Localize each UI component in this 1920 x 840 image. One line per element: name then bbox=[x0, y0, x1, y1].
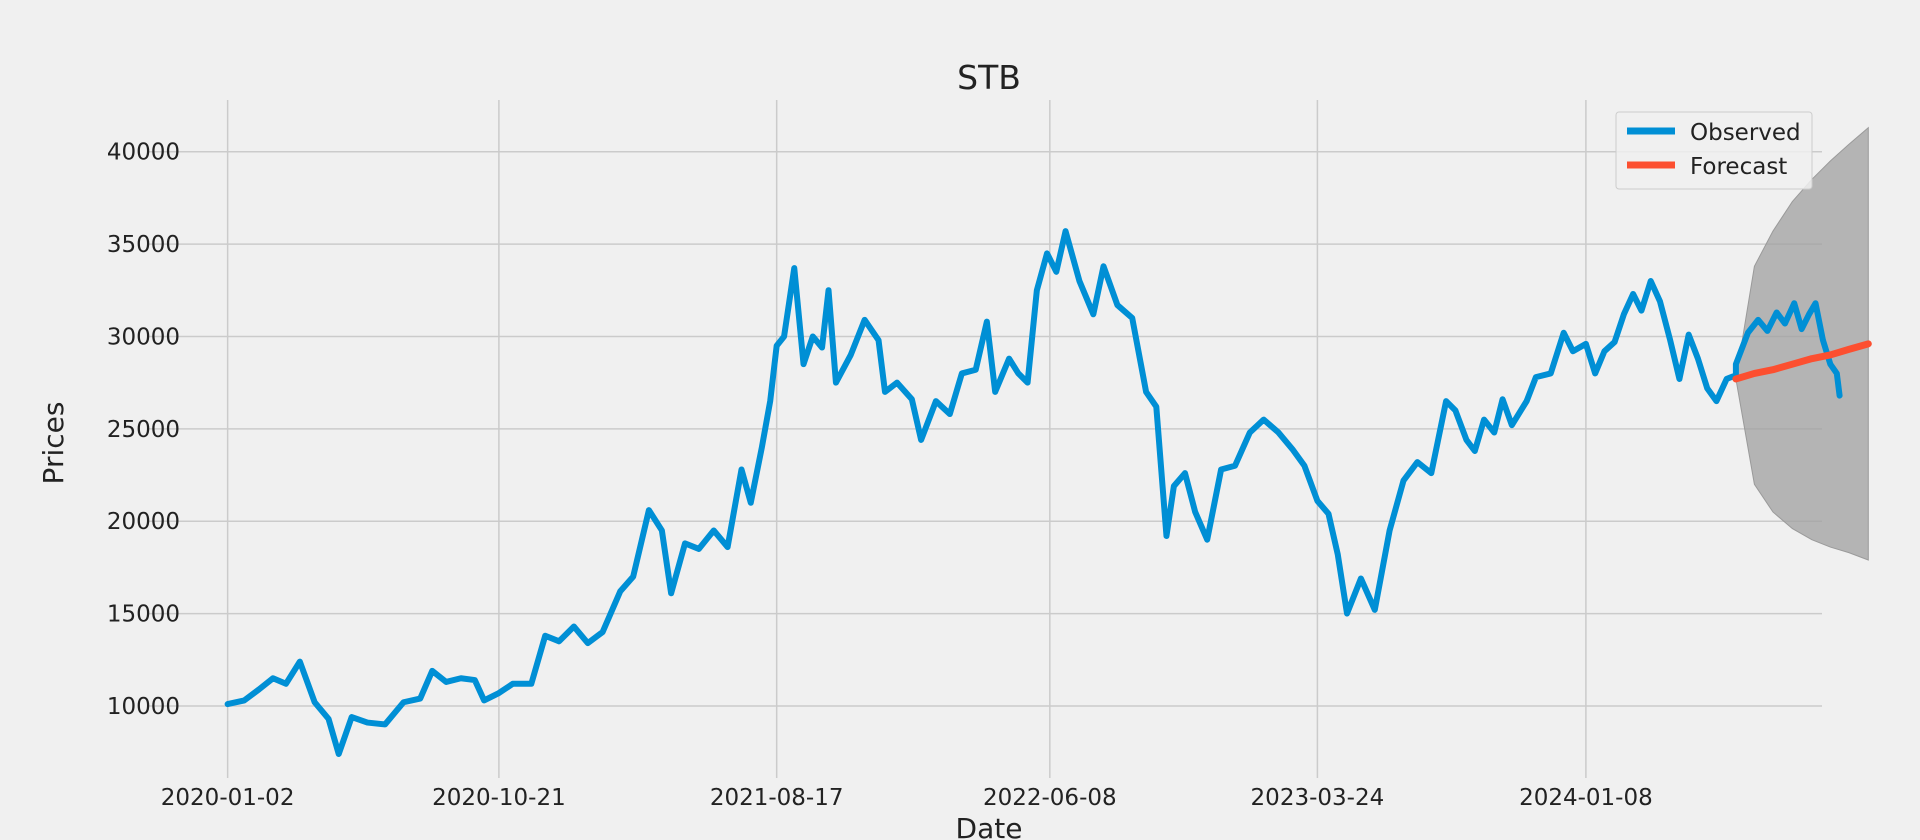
gridlines bbox=[148, 100, 1822, 778]
y-tick-label: 25000 bbox=[107, 417, 180, 443]
x-tick-label: 2022-06-08 bbox=[983, 785, 1117, 811]
legend: Observed Forecast bbox=[1615, 111, 1813, 190]
x-tick-label: 2021-08-17 bbox=[710, 785, 844, 811]
x-axis-label: Date bbox=[956, 812, 1023, 840]
x-tick-label: 2023-03-24 bbox=[1251, 785, 1385, 811]
y-axis-label: Prices bbox=[37, 402, 70, 485]
y-tick-label: 20000 bbox=[107, 509, 180, 535]
x-tick-label: 2024-01-08 bbox=[1519, 785, 1653, 811]
x-tick-label: 2020-01-02 bbox=[161, 785, 295, 811]
x-tick-labels: 2020-01-02 2020-10-21 2021-08-17 2022-06-08… bbox=[161, 785, 1653, 811]
y-tick-label: 30000 bbox=[107, 324, 180, 350]
series-line-forecast bbox=[1732, 340, 1872, 383]
series-lines bbox=[224, 228, 1872, 757]
y-tick-label: 15000 bbox=[107, 602, 180, 628]
y-tick-label: 40000 bbox=[107, 140, 180, 166]
legend-label-observed: Observed bbox=[1690, 120, 1801, 146]
y-tick-label: 10000 bbox=[107, 694, 180, 720]
y-tick-label: 35000 bbox=[107, 232, 180, 258]
x-tick-label: 2020-10-21 bbox=[432, 785, 566, 811]
y-tick-labels: 10000 15000 20000 25000 30000 35000 40000 bbox=[107, 140, 180, 720]
chart-title: STB bbox=[957, 58, 1021, 97]
series-line-observed bbox=[224, 228, 1843, 757]
legend-label-forecast: Forecast bbox=[1690, 154, 1787, 180]
